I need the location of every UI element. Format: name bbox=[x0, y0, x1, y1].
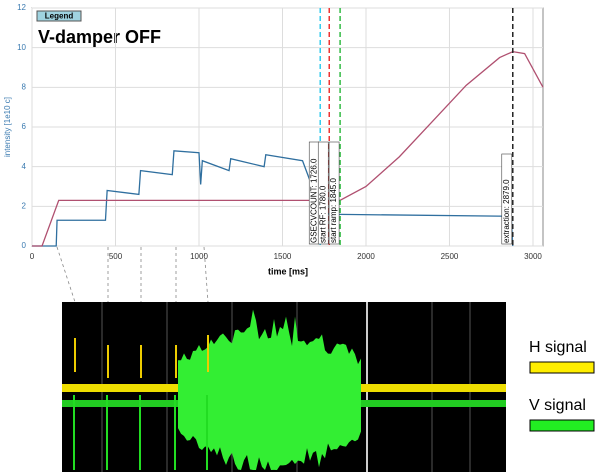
marker-label: GSECVCOUNT: 1726.0 bbox=[309, 158, 318, 243]
y-tick-label: 8 bbox=[22, 82, 27, 91]
scope-traces bbox=[62, 302, 506, 472]
connector bbox=[56, 246, 76, 303]
scope-legend-label: H signal bbox=[529, 339, 587, 356]
series-line bbox=[32, 50, 544, 247]
scope-legend-swatch bbox=[529, 361, 595, 374]
connector-lines bbox=[56, 246, 209, 303]
legend-button-label: Legend bbox=[45, 12, 74, 21]
legend-button[interactable] bbox=[36, 10, 82, 22]
scope-legend-label: V signal bbox=[529, 397, 586, 414]
x-tick-label: 1000 bbox=[190, 252, 208, 261]
x-tick-label: 3000 bbox=[524, 252, 542, 261]
x-axis-label: time [ms] bbox=[268, 266, 308, 276]
marker-label: start ramp: 1845.0 bbox=[329, 178, 338, 243]
chart-title: V-damper OFF bbox=[38, 27, 161, 47]
x-tick-label: 2500 bbox=[441, 252, 459, 261]
x-tick-label: 500 bbox=[109, 252, 123, 261]
v-noise bbox=[178, 309, 361, 470]
y-tick-label: 6 bbox=[22, 122, 27, 131]
scope-legend-swatch bbox=[529, 419, 595, 432]
marker-label-box bbox=[328, 141, 340, 245]
x-tick-label: 2000 bbox=[357, 252, 375, 261]
y-tick-label: 12 bbox=[17, 3, 26, 12]
x-tick-label: 0 bbox=[30, 252, 35, 261]
y-tick-label: 10 bbox=[17, 43, 26, 52]
y-tick-label: 2 bbox=[22, 201, 27, 210]
y-tick-label: 0 bbox=[22, 241, 27, 250]
marker-label: extraction: 2879.0 bbox=[502, 179, 511, 243]
marker-label: start RF: 1780.0 bbox=[318, 185, 327, 243]
x-tick-label: 1500 bbox=[274, 252, 292, 261]
marker-label-box bbox=[317, 141, 329, 245]
y-axis-label: intensity [1e10 c] bbox=[3, 97, 12, 157]
y-tick-label: 4 bbox=[22, 162, 27, 171]
marker-label-box bbox=[501, 153, 513, 245]
